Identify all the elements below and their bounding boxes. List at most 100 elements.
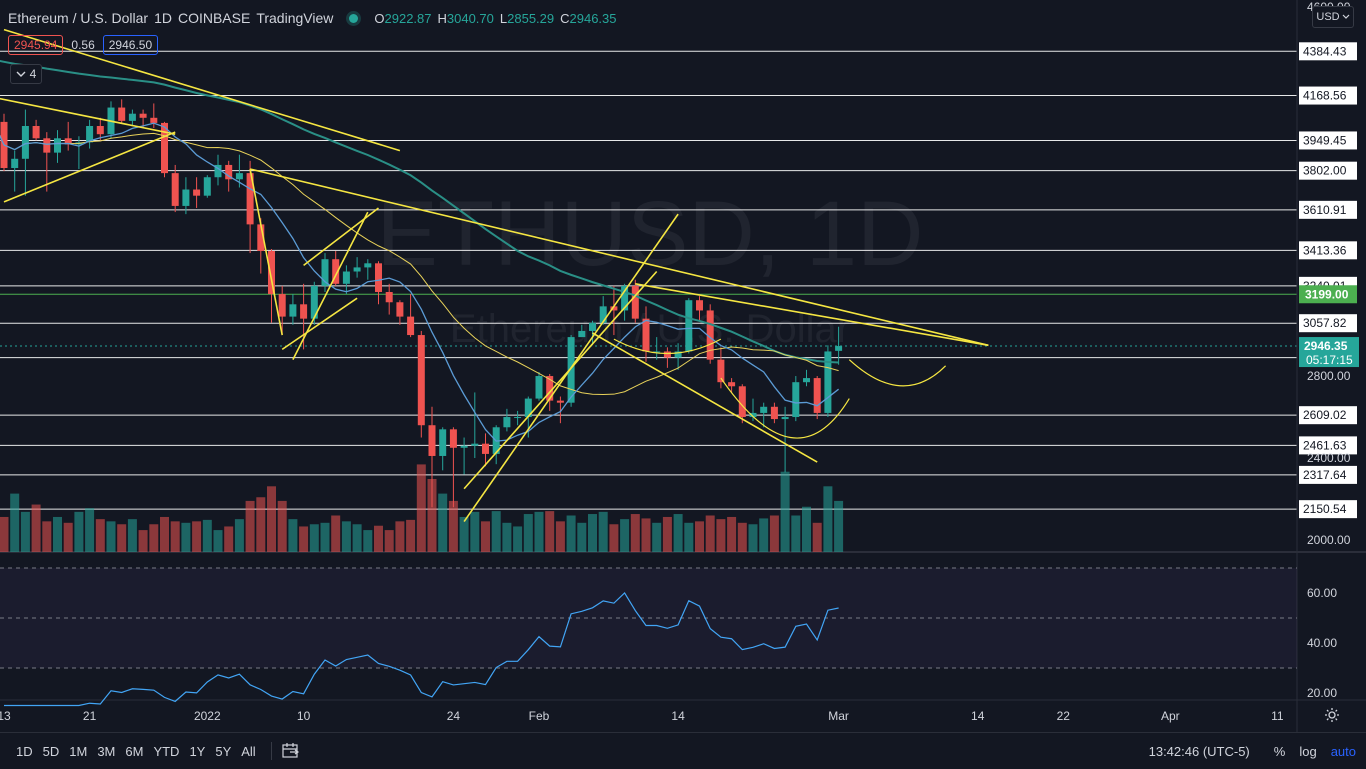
candle-body[interactable]: [214, 164, 222, 178]
range-1d-button[interactable]: 1D: [16, 743, 33, 759]
candle-body[interactable]: [203, 177, 211, 196]
auto-scale-button[interactable]: auto: [1330, 743, 1356, 759]
candle-body[interactable]: [268, 251, 275, 295]
candle-body[interactable]: [813, 378, 821, 413]
candle-body[interactable]: [161, 122, 168, 174]
trendline-drawing[interactable]: [592, 332, 818, 463]
range-all-button[interactable]: All: [241, 743, 256, 759]
candle-body[interactable]: [417, 335, 425, 426]
candle-body[interactable]: [86, 125, 94, 143]
trendline-drawing[interactable]: [3, 28, 401, 152]
candle-body[interactable]: [193, 189, 201, 196]
cup-arc-drawing[interactable]: [720, 377, 850, 439]
candle-body[interactable]: [685, 300, 693, 352]
candle-body[interactable]: [11, 158, 19, 169]
rsi-line[interactable]: [4, 591, 839, 707]
candle-body[interactable]: [674, 351, 682, 358]
candle-body[interactable]: [696, 300, 703, 311]
candle-body[interactable]: [407, 316, 415, 336]
trendline-drawing[interactable]: [303, 207, 379, 266]
cup-arc-drawing[interactable]: [613, 338, 722, 354]
cup-arc-drawing[interactable]: [848, 359, 947, 387]
candle-body[interactable]: [835, 346, 843, 351]
range-1y-button[interactable]: 1Y: [189, 743, 206, 759]
percent-scale-button[interactable]: %: [1273, 743, 1286, 759]
candle-body[interactable]: [278, 294, 286, 317]
candle-body[interactable]: [396, 302, 404, 317]
quote-widget[interactable]: 2945.94 0.56 2946.50: [8, 35, 159, 55]
candle-body[interactable]: [364, 263, 372, 268]
range-ytd-button[interactable]: YTD: [153, 743, 180, 759]
moving-average-20[interactable]: [0, 122, 839, 395]
candle-body[interactable]: [182, 189, 190, 206]
candle-body[interactable]: [32, 125, 40, 139]
candle-body[interactable]: [449, 429, 457, 448]
candle-body[interactable]: [289, 304, 297, 317]
candle-body[interactable]: [43, 138, 51, 153]
candle-body[interactable]: [824, 351, 832, 413]
candle-body[interactable]: [171, 173, 179, 206]
candle-body[interactable]: [738, 386, 746, 418]
range-5d-button[interactable]: 5D: [42, 743, 60, 759]
candle-body[interactable]: [439, 429, 447, 456]
candle-body[interactable]: [556, 400, 564, 403]
candle-body[interactable]: [375, 263, 382, 293]
candle-body[interactable]: [300, 304, 308, 319]
candle-body[interactable]: [567, 337, 575, 403]
candle-body[interactable]: [118, 107, 126, 121]
candle-body[interactable]: [589, 322, 596, 331]
candle-body[interactable]: [663, 351, 671, 358]
candle-body[interactable]: [642, 318, 650, 352]
candle-body[interactable]: [96, 125, 104, 135]
trendline-drawing[interactable]: [3, 131, 176, 203]
candle-body[interactable]: [524, 398, 532, 418]
trendline-drawing[interactable]: [635, 283, 989, 347]
current-price-tag[interactable]: [1299, 337, 1359, 368]
clock-timezone[interactable]: 13:42:46 (UTC-5): [1148, 743, 1250, 759]
range-1m-button[interactable]: 1M: [69, 743, 88, 759]
candle-body[interactable]: [246, 173, 254, 225]
candle-body[interactable]: [781, 417, 789, 420]
sell-price-button[interactable]: 2945.94: [8, 35, 64, 55]
candle-body[interactable]: [139, 113, 147, 118]
moving-average-8[interactable]: [0, 122, 840, 442]
candle-body[interactable]: [482, 443, 489, 454]
gear-icon[interactable]: [1324, 707, 1340, 723]
log-scale-button[interactable]: log: [1299, 743, 1317, 759]
candle-body[interactable]: [621, 285, 629, 311]
calendar-goto-icon[interactable]: [282, 743, 300, 759]
candle-body[interactable]: [546, 376, 554, 401]
candle-body[interactable]: [599, 306, 607, 323]
trendline-drawing[interactable]: [463, 270, 658, 490]
candle-body[interactable]: [385, 292, 393, 303]
candle-body[interactable]: [257, 224, 265, 252]
range-5y-button[interactable]: 5Y: [215, 743, 232, 759]
candle-body[interactable]: [535, 376, 543, 399]
candle-body[interactable]: [514, 417, 522, 419]
candle-body[interactable]: [332, 259, 340, 284]
candle-body[interactable]: [717, 359, 725, 383]
candle-body[interactable]: [225, 164, 233, 180]
candle-body[interactable]: [64, 138, 72, 145]
candle-body[interactable]: [310, 285, 318, 319]
indicators-toggle-button[interactable]: 4: [10, 64, 42, 84]
candle-body[interactable]: [728, 382, 736, 387]
candle-body[interactable]: [460, 445, 468, 448]
candle-body[interactable]: [770, 406, 778, 420]
candle-body[interactable]: [760, 406, 768, 413]
trendline-drawing[interactable]: [292, 211, 369, 361]
candle-body[interactable]: [21, 125, 29, 159]
candle-body[interactable]: [653, 351, 661, 353]
candle-body[interactable]: [610, 306, 618, 311]
candle-body[interactable]: [749, 412, 757, 418]
moving-average-50[interactable]: [0, 59, 839, 364]
candle-body[interactable]: [706, 310, 714, 360]
range-3m-button[interactable]: 3M: [97, 743, 116, 759]
candle-body[interactable]: [631, 285, 639, 319]
candle-body[interactable]: [353, 267, 361, 272]
candle-body[interactable]: [578, 330, 586, 338]
candle-body[interactable]: [342, 271, 350, 284]
candle-body[interactable]: [792, 382, 800, 418]
